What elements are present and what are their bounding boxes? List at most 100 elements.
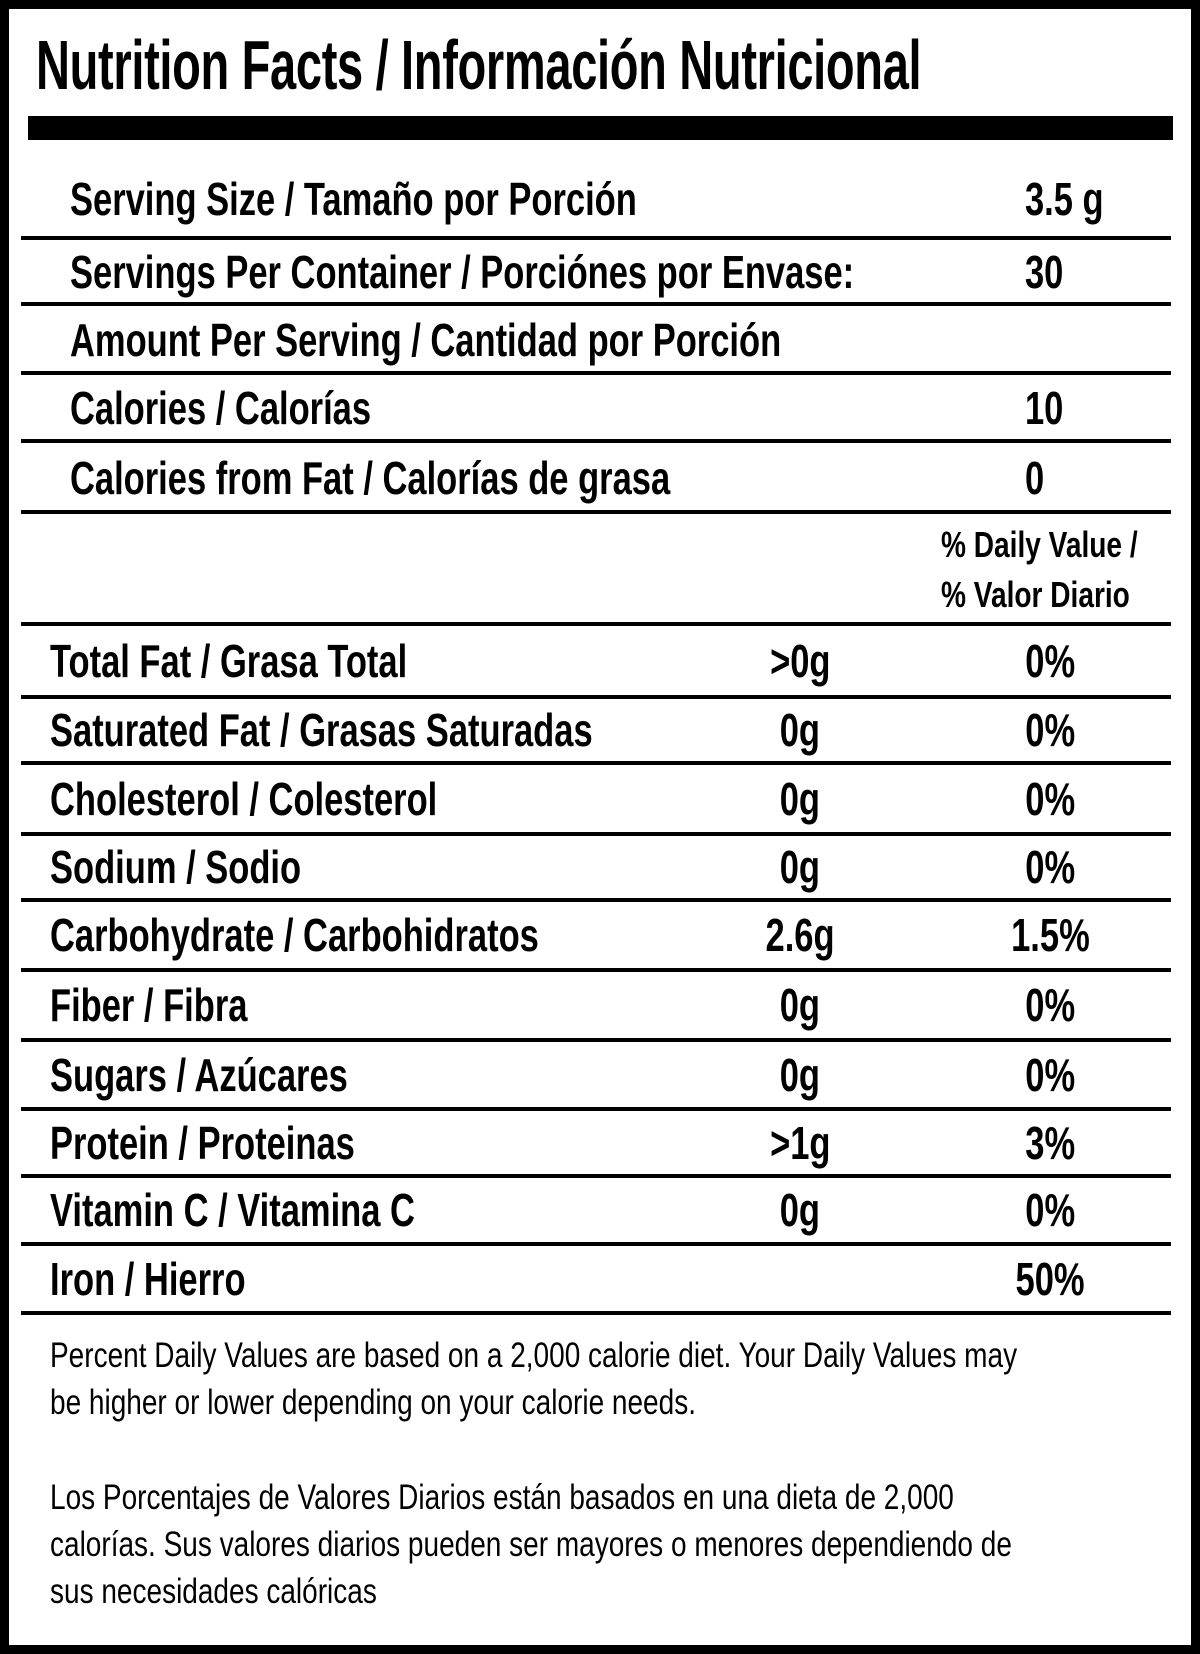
nutrient-daily-value-text: 0%: [1025, 979, 1075, 1031]
nutrient-daily-value-text: 3%: [1025, 1116, 1075, 1169]
serving-label: Amount Per Serving / Cantidad por Porció…: [70, 306, 1018, 373]
footnote-line: sus necesidades calóricas: [50, 1572, 377, 1611]
nutrient-amount-text: 0g: [779, 1184, 821, 1236]
nutrient-daily-value: 50%: [950, 1246, 1150, 1311]
nutrient-label: Sugars / Azúcares: [50, 1042, 447, 1107]
row-divider: [21, 695, 1171, 699]
serving-value: 30: [1025, 240, 1076, 304]
row-divider: [21, 1038, 1171, 1042]
serving-label-text: Calories from Fat / Calorías de grasa: [70, 451, 671, 504]
footnote-spanish: Los Porcentajes de Valores Diarios están…: [50, 1474, 1180, 1615]
serving-label-text: Serving Size / Tamaño por Porción: [70, 173, 637, 225]
nutrient-daily-value: 0%: [950, 699, 1150, 761]
nutrient-amount: 0g: [700, 836, 900, 898]
serving-label-text: Amount Per Serving / Cantidad por Porció…: [70, 313, 782, 366]
nutrient-label: Protein / Proteinas: [50, 1111, 456, 1174]
nutrient-label: Saturated Fat / Grasas Saturadas: [50, 699, 774, 761]
nutrient-daily-value-text: 0%: [1025, 841, 1075, 893]
nutrient-amount: 0g: [700, 765, 900, 832]
nutrient-amount-text: >1g: [769, 1116, 831, 1169]
nutrient-amount: 0g: [700, 1178, 900, 1242]
row-divider: [21, 302, 1171, 306]
serving-value: 0: [1025, 443, 1051, 512]
nutrient-amount: >0g: [700, 626, 900, 695]
serving-value-text: 10: [1025, 382, 1064, 434]
dv-header-line1: % Daily Value /: [941, 520, 1193, 570]
serving-row: Calories from Fat / Calorías de grasa 0: [0, 443, 1200, 512]
nutrient-row: Fiber / Fibra 0g 0%: [0, 972, 1200, 1038]
footnote-line: be higher or lower depending on your cal…: [50, 1383, 696, 1422]
row-divider: [21, 761, 1171, 765]
nutrient-daily-value-text: 0%: [1025, 634, 1075, 687]
nutrient-row: Iron / Hierro 50%: [0, 1246, 1200, 1311]
serving-value: 3.5 g: [1025, 160, 1130, 238]
serving-value: 10: [1025, 375, 1076, 441]
nutrient-label: Fiber / Fibra: [50, 972, 313, 1038]
nutrient-label: Sodium / Sodio: [50, 836, 385, 898]
row-divider: [21, 622, 1171, 626]
row-divider: [21, 371, 1171, 375]
nutrient-amount: 0g: [700, 699, 900, 761]
nutrient-daily-value-text: 0%: [1025, 1184, 1075, 1236]
nutrient-daily-value: 0%: [950, 836, 1150, 898]
nutrient-amount-text: 0g: [779, 704, 821, 756]
serving-label-text: Servings Per Container / Porciónes por E…: [70, 246, 855, 298]
nutrient-amount-text: 0g: [779, 979, 821, 1031]
nutrient-row: Protein / Proteinas >1g 3%: [0, 1111, 1200, 1174]
nutrient-label: Cholesterol / Colesterol: [50, 765, 566, 832]
serving-label-text: Calories / Calorías: [70, 382, 372, 434]
nutrient-label-text: Protein / Proteinas: [50, 1116, 355, 1169]
nutrient-row: Total Fat / Grasa Total >0g 0%: [0, 626, 1200, 695]
serving-row: Calories / Calorías 10: [0, 375, 1200, 441]
title-text: Nutrition Facts / Información Nutriciona…: [36, 26, 922, 104]
nutrient-label-text: Vitamin C / Vitamina C: [50, 1184, 415, 1236]
nutrient-label-text: Fiber / Fibra: [50, 979, 248, 1031]
row-divider: [21, 439, 1171, 443]
nutrient-row: Carbohydrate / Carbohidratos 2.6g 1.5%: [0, 902, 1200, 968]
row-divider: [21, 832, 1171, 836]
daily-value-header: % Daily Value /: [0, 520, 1200, 570]
serving-label: Servings Per Container / Porciónes por E…: [70, 240, 1116, 304]
nutrient-daily-value: 0%: [950, 1042, 1150, 1107]
nutrient-daily-value: 0%: [950, 765, 1150, 832]
nutrient-amount: 0g: [700, 972, 900, 1038]
serving-value-text: 3.5 g: [1025, 173, 1104, 225]
nutrient-row: Sugars / Azúcares 0g 0%: [0, 1042, 1200, 1107]
nutrient-row: Cholesterol / Colesterol 0g 0%: [0, 765, 1200, 832]
dv-header-line1-text: % Daily Value /: [941, 524, 1138, 565]
nutrient-amount-text: 0g: [779, 772, 821, 825]
nutrient-label-text: Iron / Hierro: [50, 1252, 246, 1305]
nutrient-label: Vitamin C / Vitamina C: [50, 1178, 537, 1242]
nutrient-daily-value: 0%: [950, 972, 1150, 1038]
thick-divider: [28, 116, 1173, 140]
nutrient-daily-value: 0%: [950, 626, 1150, 695]
nutrient-label-text: Sugars / Azúcares: [50, 1048, 348, 1101]
nutrient-amount-text: >0g: [769, 634, 831, 687]
row-divider: [21, 236, 1171, 240]
footnote-line: Los Porcentajes de Valores Diarios están…: [50, 1478, 954, 1517]
row-divider: [21, 1107, 1171, 1111]
nutrient-amount: 0g: [700, 1042, 900, 1107]
daily-value-header: % Valor Diario: [0, 570, 1200, 620]
nutrient-row: Vitamin C / Vitamina C 0g 0%: [0, 1178, 1200, 1242]
nutrient-label-text: Cholesterol / Colesterol: [50, 772, 438, 825]
nutrient-row: Sodium / Sodio 0g 0%: [0, 836, 1200, 898]
nutrient-amount: 2.6g: [700, 902, 900, 968]
serving-label: Calories from Fat / Calorías de grasa: [70, 443, 870, 512]
footnote-english: Percent Daily Values are based on a 2,00…: [50, 1332, 1180, 1426]
nutrient-daily-value-text: 0%: [1025, 772, 1075, 825]
dv-header-line2-text: % Valor Diario: [941, 574, 1130, 615]
nutrient-label-text: Saturated Fat / Grasas Saturadas: [50, 704, 593, 756]
row-divider: [21, 1242, 1171, 1246]
nutrient-label: Carbohydrate / Carbohidratos: [50, 902, 702, 968]
serving-label: Serving Size / Tamaño por Porción: [70, 160, 826, 238]
nutrient-label: Iron / Hierro: [50, 1246, 311, 1311]
footnote-line: Percent Daily Values are based on a 2,00…: [50, 1336, 1018, 1375]
nutrient-daily-value-text: 0%: [1025, 704, 1075, 756]
nutrient-amount: [700, 1246, 900, 1311]
serving-row: Servings Per Container / Porciónes por E…: [0, 240, 1200, 304]
nutrient-daily-value: 0%: [950, 1178, 1150, 1242]
nutrient-amount-text: 0g: [779, 1048, 821, 1101]
nutrient-amount-text: 2.6g: [765, 909, 835, 961]
